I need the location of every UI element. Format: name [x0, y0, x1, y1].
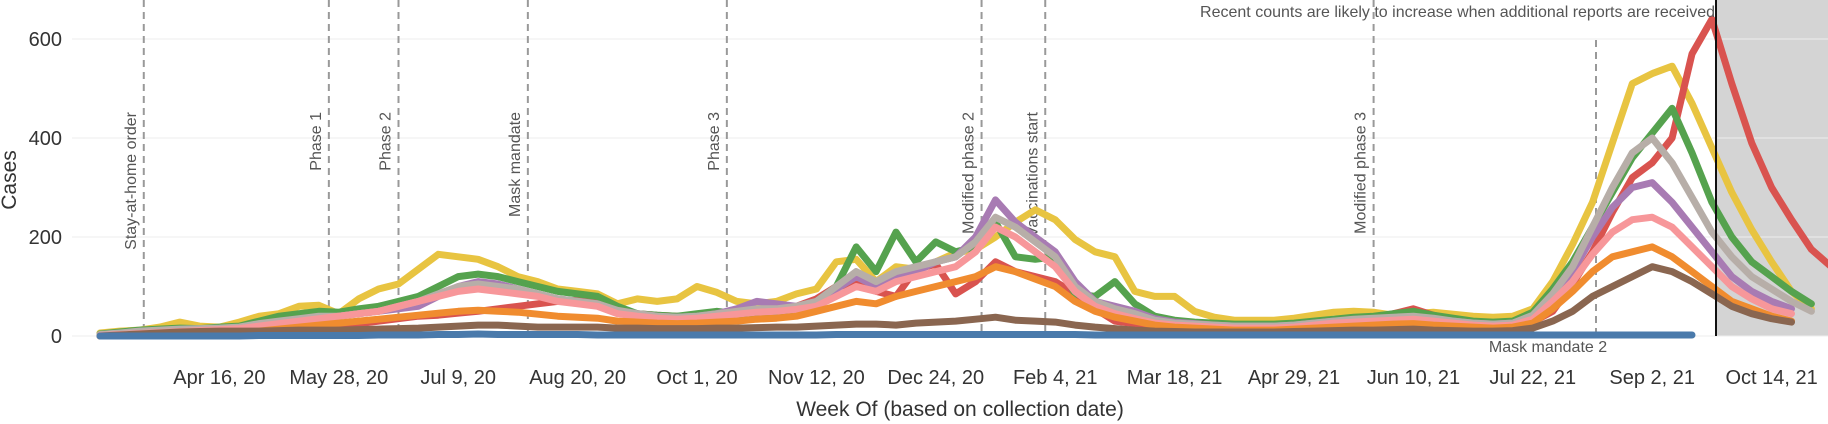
event-label: Vaccinations start — [1024, 111, 1041, 237]
y-tick-label: 600 — [29, 29, 62, 51]
x-tick-label: Feb 4, 21 — [1013, 367, 1098, 389]
x-tick-label: Oct 14, 21 — [1725, 367, 1817, 389]
series-line-7 — [96, 263, 1795, 340]
x-tick-label: Jun 10, 21 — [1367, 367, 1460, 389]
x-tick-label: Mar 18, 21 — [1127, 367, 1223, 389]
x-tick-label: Apr 29, 21 — [1248, 367, 1340, 389]
event-label: Mask mandate 2 — [1489, 339, 1607, 356]
x-tick-label: Sep 2, 21 — [1609, 367, 1695, 389]
y-axis-title: Cases — [0, 150, 21, 210]
x-axis-title: Week Of (based on collection date) — [796, 398, 1124, 421]
event-label: Phase 3 — [706, 112, 723, 171]
x-tick-label: Oct 1, 20 — [656, 367, 737, 389]
x-tick-label: Jul 22, 21 — [1489, 367, 1576, 389]
x-tick-label: Jul 9, 20 — [420, 367, 496, 389]
event-label: Mask mandate — [507, 112, 524, 217]
y-tick-label: 200 — [29, 227, 62, 249]
x-tick-label: Dec 24, 20 — [887, 367, 984, 389]
y-tick-label: 400 — [29, 128, 62, 150]
event-label: Modified phase 2 — [961, 112, 978, 234]
x-tick-label: Apr 16, 20 — [173, 367, 265, 389]
y-tick-label: 0 — [51, 326, 62, 348]
x-tick-label: Aug 20, 20 — [529, 367, 626, 389]
x-tick-label: May 28, 20 — [289, 367, 388, 389]
event-label: Modified phase 3 — [1353, 112, 1370, 234]
recent-counts-note: Recent counts are likely to increase whe… — [1200, 4, 1715, 21]
event-label: Phase 1 — [308, 112, 325, 171]
series-line-8 — [96, 330, 1696, 340]
event-label: Phase 2 — [378, 112, 395, 171]
event-label: Stay-at-home order — [123, 111, 140, 250]
x-tick-label: Nov 12, 20 — [768, 367, 865, 389]
